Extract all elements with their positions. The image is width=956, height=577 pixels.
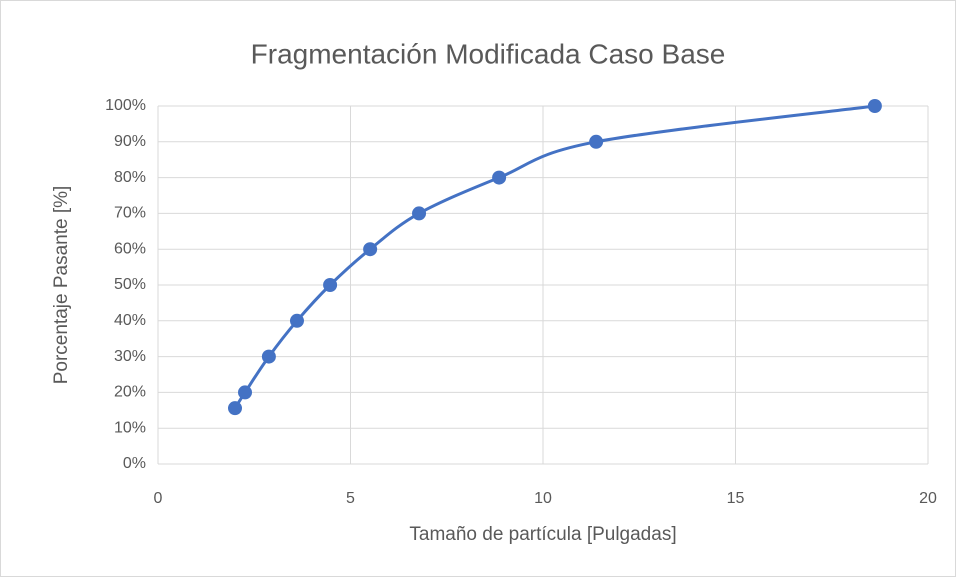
y-axis-title: Porcentaje Pasante [%] (51, 186, 72, 385)
chart-title: Fragmentación Modificada Caso Base (251, 38, 726, 69)
series-line (233, 104, 876, 409)
y-tick-label: 50% (114, 276, 146, 293)
data-point (238, 385, 253, 400)
y-tick-label: 20% (114, 384, 146, 401)
data-point (492, 170, 507, 185)
y-tick-label: 90% (114, 133, 146, 150)
y-tick-label: 80% (114, 169, 146, 186)
x-tick-label: 10 (534, 490, 552, 507)
y-tick-label: 10% (114, 419, 146, 436)
y-tick-label: 40% (114, 312, 146, 329)
x-tick-label: 0 (154, 490, 163, 507)
x-tick-label: 15 (727, 490, 745, 507)
data-point (289, 313, 304, 328)
x-tick-label: 5 (346, 490, 355, 507)
data-point (867, 99, 882, 113)
y-tick-label: 70% (114, 205, 146, 222)
x-axis-title: Tamaño de partícula [Pulgadas] (409, 524, 676, 545)
data-point (228, 401, 242, 416)
y-tick-label: 60% (114, 240, 146, 257)
data-point (363, 242, 378, 257)
data-point (412, 206, 427, 221)
y-tick-label: 0% (123, 455, 146, 472)
data-point (589, 134, 604, 149)
data-point (261, 349, 276, 364)
y-tick-label: 30% (114, 348, 146, 365)
x-tick-label: 20 (919, 490, 937, 507)
data-point (323, 278, 338, 292)
y-tick-label: 100% (105, 97, 146, 114)
